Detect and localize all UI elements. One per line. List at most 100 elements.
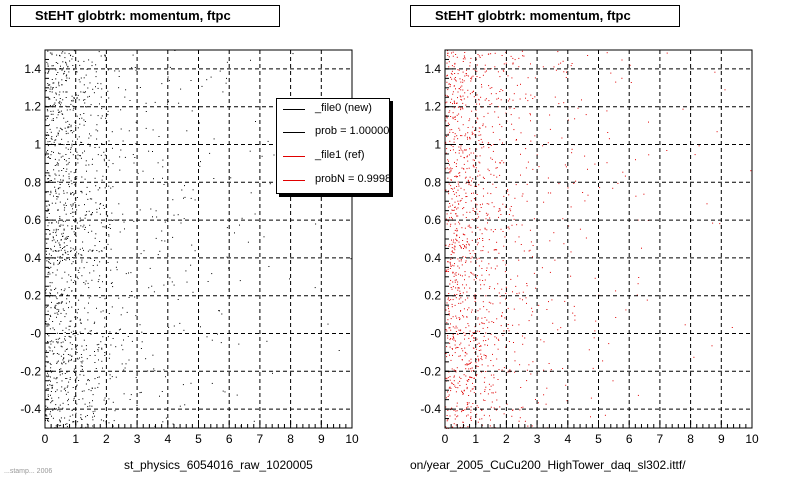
data-point [453,369,455,371]
data-point [453,423,455,425]
data-point [509,369,511,371]
data-point [56,332,58,334]
data-point [543,394,545,396]
data-point [107,114,109,116]
data-point [522,299,523,301]
data-point [525,97,526,99]
data-point [462,315,464,317]
data-point [66,348,68,350]
data-point [465,73,467,74]
data-point [184,196,186,198]
data-point [485,386,487,388]
data-point [452,286,454,288]
data-point [481,409,483,411]
data-point [199,165,201,167]
data-point [491,158,493,160]
data-point [445,397,447,399]
data-point [84,217,86,219]
data-point [468,224,470,226]
data-point [448,124,450,125]
data-point [69,259,70,261]
data-point [80,77,82,79]
data-point [84,403,86,405]
data-point [52,105,54,107]
data-point [79,220,81,222]
data-point [250,192,252,194]
data-point [503,63,505,65]
data-point [501,126,503,128]
data-point [56,221,57,223]
data-point [468,379,469,380]
data-point [464,271,466,273]
data-point [474,294,476,296]
data-point [500,99,502,101]
data-point [483,306,485,308]
data-point [455,410,457,412]
data-point [130,272,132,274]
data-point [474,129,475,131]
data-point [56,361,58,363]
data-point [452,426,454,428]
data-point [48,209,50,211]
data-point [145,102,147,104]
data-point [63,73,64,75]
data-point [497,97,499,99]
data-point [51,180,52,181]
data-point [70,126,72,128]
data-point [61,362,63,364]
data-point [94,177,96,179]
data-point [453,209,455,211]
data-point [481,106,483,108]
data-point [92,249,94,251]
data-point [83,84,85,86]
data-point [102,367,103,369]
data-point [85,160,87,162]
data-point [59,246,61,248]
data-point [63,358,65,360]
data-point [711,345,713,347]
data-point [64,350,66,352]
data-point [491,126,493,128]
data-point [104,397,106,399]
data-point [73,108,75,110]
data-point [446,356,448,358]
data-point [478,257,480,259]
data-point [479,330,481,332]
data-point [486,203,488,205]
data-point [71,183,73,185]
data-point [66,371,68,373]
data-point [57,164,59,166]
data-point [68,307,69,309]
data-point [565,77,567,78]
data-point [185,270,187,272]
data-point [459,355,461,357]
data-point [487,393,489,395]
data-point [65,61,66,63]
data-point [474,352,476,354]
data-point [476,117,478,119]
data-point [489,87,491,89]
data-point [110,283,112,284]
data-point [241,217,243,219]
data-point [464,56,466,58]
data-point [47,372,48,374]
data-point [477,406,479,408]
data-point [558,183,560,185]
data-point [519,417,521,419]
data-point [57,260,58,261]
data-point [47,376,49,378]
data-point [476,64,478,66]
data-point [88,210,90,212]
y-tick-label: -0.4 [20,402,41,416]
data-point [447,419,449,421]
data-point [546,309,548,310]
data-point [549,114,551,116]
data-point [719,223,721,225]
data-point [622,171,624,173]
data-point [60,249,62,251]
data-point [50,154,52,156]
data-point [485,340,487,341]
data-point [97,350,99,352]
data-point [64,127,66,129]
data-point [470,368,472,370]
